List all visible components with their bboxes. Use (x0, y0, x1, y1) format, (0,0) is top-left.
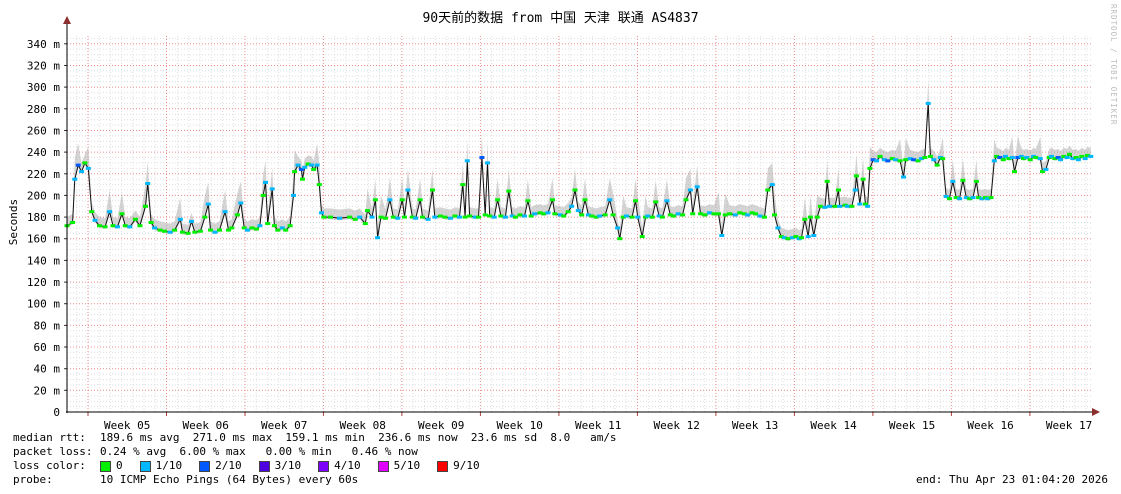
svg-text:60 m: 60 m (34, 341, 61, 354)
svg-text:320 m: 320 m (27, 60, 60, 73)
loss-swatch-icon (258, 460, 270, 472)
loss-legend-item: 4/10 (318, 459, 361, 473)
svg-text:Week 05: Week 05 (104, 419, 150, 432)
loss-legend-label: 5/10 (393, 459, 421, 472)
loss-swatch-icon (318, 460, 330, 472)
probe-value: 10 ICMP Echo Pings (64 Bytes) every 60s (100, 473, 359, 486)
svg-text:Week 12: Week 12 (654, 419, 700, 432)
svg-text:Week 11: Week 11 (575, 419, 621, 432)
loss-legend-item: 1/10 (139, 459, 183, 473)
stat-median-rtt: median rtt: 189.6 ms avg 271.0 ms max 15… (13, 431, 617, 445)
loss-swatch-icon (100, 460, 111, 472)
loss-color-label: loss color: (13, 459, 86, 472)
svg-text:40 m: 40 m (34, 363, 61, 376)
loss-legend-item: 3/10 (258, 459, 302, 473)
svg-text:80 m: 80 m (34, 319, 61, 332)
loss-swatch-icon (199, 460, 211, 472)
stat-probe: probe: 10 ICMP Echo Pings (64 Bytes) eve… (13, 473, 617, 487)
loss-legend-label: 0 (116, 459, 123, 472)
end-timestamp: end: Thu Apr 23 01:04:20 2026 (915, 473, 1108, 486)
svg-text:220 m: 220 m (27, 168, 60, 181)
loss-legend-label: 9/10 (453, 459, 480, 472)
svg-text:340 m: 340 m (27, 38, 60, 51)
svg-text:300 m: 300 m (27, 81, 60, 94)
loss-legend-label: 1/10 (155, 459, 183, 472)
loss-legend-item: 9/10 (437, 459, 480, 473)
svg-text:20 m: 20 m (34, 384, 61, 397)
svg-text:Week 16: Week 16 (967, 419, 1013, 432)
svg-text:Week 14: Week 14 (810, 419, 857, 432)
loss-legend-item: 0 (100, 459, 123, 473)
loss-legend-item: 2/10 (199, 459, 242, 473)
stat-loss-color: loss color: 0 1/10 2/10 3/10 4/10 5/10 9/10 (13, 459, 617, 473)
loss-swatch-icon (139, 460, 151, 472)
svg-text:Week 07: Week 07 (261, 419, 307, 432)
svg-text:Week 17: Week 17 (1046, 419, 1092, 432)
packet-loss-values: 0.24 % avg 6.00 % max 0.00 % min 0.46 % … (100, 445, 418, 458)
loss-legend-label: 3/10 (274, 459, 302, 472)
svg-text:0: 0 (53, 406, 60, 419)
svg-text:Week 10: Week 10 (497, 419, 543, 432)
median-rtt-label: median rtt: (13, 431, 86, 444)
svg-text:Week 09: Week 09 (418, 419, 464, 432)
graph-title: 90天前的数据 from 中国 天津 联通 AS4837 (422, 11, 699, 26)
median-rtt-values: 189.6 ms avg 271.0 ms max 159.1 ms min 2… (100, 431, 617, 444)
svg-text:100 m: 100 m (27, 298, 60, 311)
stat-packet-loss: packet loss: 0.24 % avg 6.00 % max 0.00 … (13, 445, 617, 459)
svg-text:160 m: 160 m (27, 233, 60, 246)
loss-swatch-icon (377, 460, 389, 472)
svg-text:260 m: 260 m (27, 125, 60, 138)
svg-text:Week 06: Week 06 (183, 419, 229, 432)
svg-text:180 m: 180 m (27, 211, 60, 224)
svg-text:Week 13: Week 13 (732, 419, 778, 432)
svg-text:120 m: 120 m (27, 276, 60, 289)
svg-text:280 m: 280 m (27, 103, 60, 116)
packet-loss-label: packet loss: (13, 445, 93, 458)
svg-text:140 m: 140 m (27, 254, 60, 267)
loss-swatch-icon (437, 460, 449, 472)
svg-text:Week 08: Week 08 (340, 419, 386, 432)
probe-label: probe: (13, 473, 53, 486)
svg-text:Week 15: Week 15 (889, 419, 935, 432)
stats-block: median rtt: 189.6 ms avg 271.0 ms max 15… (13, 431, 617, 487)
svg-text:200 m: 200 m (27, 189, 60, 202)
loss-legend-label: 2/10 (215, 459, 242, 472)
svg-text:240 m: 240 m (27, 146, 60, 159)
loss-color-legend: 0 1/10 2/10 3/10 4/10 5/10 9/10 (100, 459, 497, 473)
loss-legend-label: 4/10 (334, 459, 361, 472)
rrdtool-watermark: RRDTOOL / TOBI OETIKER (1109, 4, 1118, 126)
loss-legend-item: 5/10 (377, 459, 421, 473)
